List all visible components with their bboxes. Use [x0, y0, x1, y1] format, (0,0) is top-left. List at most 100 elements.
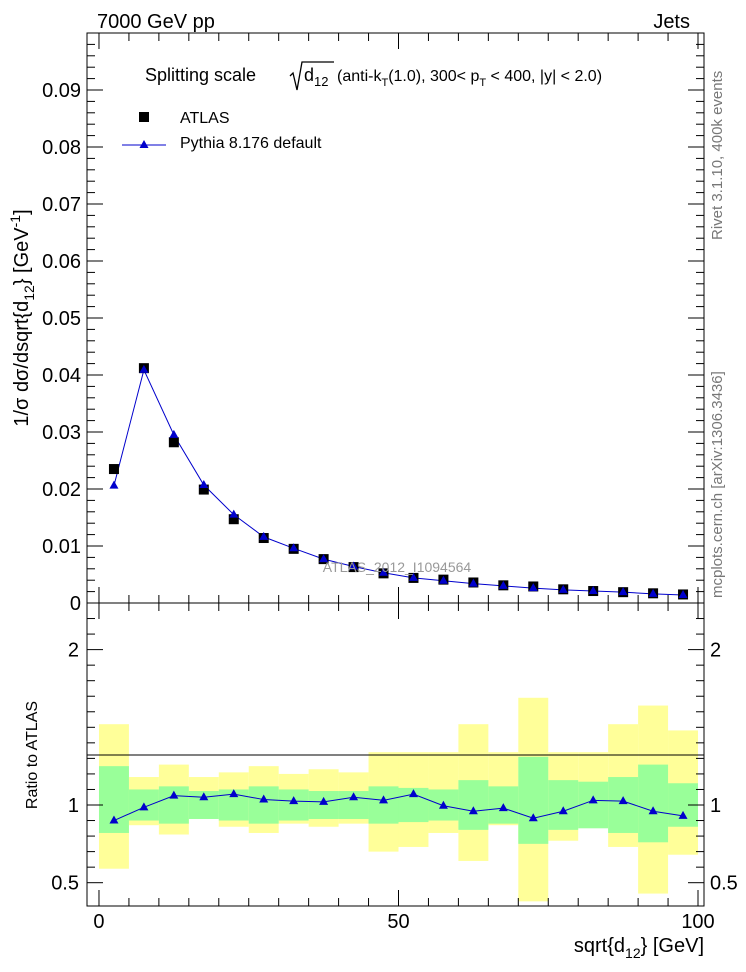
legend-mc-marker	[139, 140, 149, 148]
ratio-band-stat	[248, 786, 279, 824]
ratio-mc-point	[558, 806, 568, 815]
side-label-rivet: Rivet 3.1.10, 400k events	[709, 71, 726, 240]
data-point	[228, 514, 239, 525]
ratio-mc-point	[379, 795, 389, 804]
ratio-y-axis-label: Ratio to ATLAS	[24, 701, 41, 809]
chart-title: Splitting scale d12 (anti-kT(1.0), 300< …	[145, 61, 602, 91]
y-tick-label: 0.08	[42, 137, 81, 159]
ratio-mc-point	[199, 792, 209, 801]
mc-point	[528, 583, 538, 592]
ratio-y-tick-label: 0.5	[51, 873, 79, 895]
data-point	[168, 437, 179, 448]
legend: ATLAS Pythia 8.176 default	[122, 110, 322, 152]
svg-text:(anti-kT(1.0), 300< pT < 400,: (anti-kT(1.0), 300< pT < 400, |y| < 2.0)	[337, 68, 602, 89]
ratio-mc-point	[618, 796, 628, 805]
ratio-mc-point	[438, 800, 448, 809]
ratio-mc-point	[408, 789, 418, 798]
title-sqrt-sub: 12	[314, 74, 328, 89]
x-tick-label: 0	[93, 911, 104, 933]
ratio-mc-point	[289, 796, 299, 805]
mc-point	[468, 578, 478, 587]
ratio-frame	[86, 602, 705, 907]
x-axis-label: sqrt{d12} [GeV]	[574, 935, 704, 961]
ratio-mc-point	[259, 794, 269, 803]
y-tick-label: 0.09	[42, 80, 81, 102]
mc-point	[498, 580, 508, 589]
ratio-y-tick-label-right: 1	[710, 795, 721, 817]
y-tick-label: 0.03	[42, 422, 81, 444]
sqrt-sign	[289, 61, 334, 91]
y-tick-label: 0.01	[42, 536, 81, 558]
title-p2-sub: T	[479, 77, 486, 89]
title-p1: (anti-k	[337, 68, 382, 85]
mc-point	[558, 584, 568, 593]
mc-point	[259, 531, 269, 540]
ratio-mc-point	[678, 810, 688, 819]
mc-point	[289, 543, 299, 552]
watermark: ATLAS_2012_I1094564	[323, 559, 472, 575]
mc-point	[408, 572, 418, 581]
mc-point	[588, 586, 598, 595]
ratio-mc-point	[588, 795, 598, 804]
mc-point	[109, 480, 119, 489]
ratio-band-stat	[278, 789, 309, 821]
ratio-band-stat	[308, 791, 339, 819]
ratio-band-stat	[458, 780, 489, 830]
title-sqrt: d	[304, 65, 314, 85]
y-axis-label: 1/σ dσ/dsqrt{d12} [GeV-1]	[7, 209, 37, 426]
mc-point	[169, 429, 179, 438]
y-tick-label: 0.04	[42, 365, 81, 387]
mc-point	[139, 364, 149, 373]
title-p3: < 400, |y| < 2.0)	[486, 68, 602, 85]
ratio-band-stat	[518, 756, 549, 844]
ratio-mc-point	[528, 813, 538, 822]
main-series	[108, 363, 689, 600]
axes: 0 0.01 0.02 0.03 0.04 0.05 0.06 0.07 0.08 0.09 0 50…	[42, 33, 738, 933]
y-tick-label: 0.05	[42, 308, 81, 330]
ratio-mc-point	[498, 803, 508, 812]
mc-point	[349, 561, 359, 570]
title-main: Splitting scale	[145, 65, 256, 85]
ratio-mc-point	[648, 806, 658, 815]
y-tick-label: 0	[70, 593, 81, 615]
ratio-y-tick-label: 2	[68, 640, 79, 662]
ratio-y-tick-label-right: 0.5	[710, 873, 738, 895]
svg-text:d12: d12	[304, 65, 328, 89]
ratio-mc-point	[169, 790, 179, 799]
mc-point	[618, 587, 628, 596]
ratio-y-tick-label-right: 2	[710, 640, 721, 662]
ratio-mc-point	[229, 789, 239, 798]
y-tick-label: 0.06	[42, 251, 81, 273]
legend-mc-label: Pythia 8.176 default	[180, 135, 322, 152]
mc-point	[379, 567, 389, 576]
ratio-bands	[98, 697, 699, 902]
ratio-mc-point	[319, 796, 329, 805]
legend-data-label: ATLAS	[180, 110, 230, 127]
x-tick-label: 50	[387, 911, 409, 933]
data-point	[198, 484, 209, 495]
ratio-y-tick-label: 1	[68, 795, 79, 817]
ratio-mc-point	[468, 806, 478, 815]
ratio-mc-line	[113, 793, 684, 821]
mc-point	[199, 480, 209, 489]
ratio-band-stat	[638, 764, 669, 843]
ratio-series	[109, 789, 688, 824]
title-p2: (1.0), 300< p	[388, 68, 479, 85]
ratio-mc-point	[349, 792, 359, 801]
mc-point	[678, 590, 688, 599]
ratio-band-stat	[548, 780, 579, 830]
mc-point	[229, 509, 239, 518]
ratio-mc-point	[139, 802, 149, 811]
svg-text:Splitting scale: Splitting scale	[145, 65, 256, 85]
header-left: 7000 GeV pp	[97, 11, 215, 33]
mc-point	[648, 588, 658, 597]
y-tick-label: 0.07	[42, 194, 81, 216]
title-p1-sub: T	[381, 77, 388, 89]
x-tick-label: 100	[681, 911, 714, 933]
ratio-band-stat	[578, 781, 609, 829]
data-point	[108, 464, 119, 475]
header-right: Jets	[653, 11, 690, 33]
legend-data-marker	[139, 112, 149, 122]
y-tick-label: 0.02	[42, 479, 81, 501]
